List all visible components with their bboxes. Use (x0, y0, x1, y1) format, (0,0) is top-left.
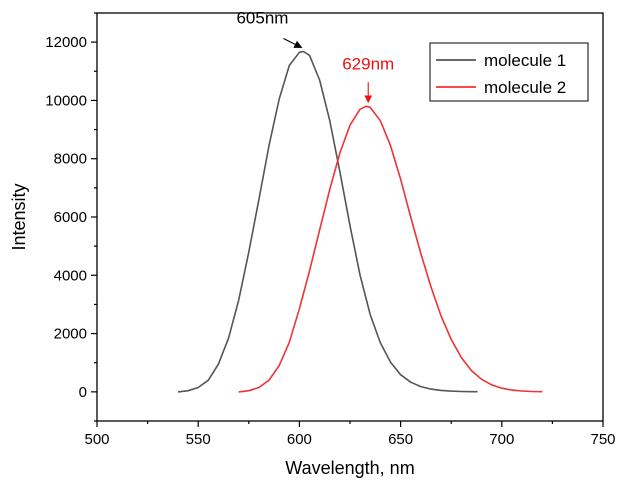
annotation-label-629nm: 629nm (342, 54, 394, 73)
legend: molecule 1 molecule 2 (429, 42, 589, 102)
y-tick-label: 12000 (45, 34, 87, 51)
y-tick-label: 2000 (54, 326, 87, 343)
y-tick-label: 6000 (54, 209, 87, 226)
x-tick-label: 650 (388, 431, 413, 448)
y-tick-label: 0 (79, 384, 87, 401)
annotation-label-605nm: 605nm (236, 8, 288, 27)
y-tick-label: 4000 (54, 267, 87, 284)
y-axis-ticks: 0 2000 4000 6000 8000 10000 12000 (45, 12, 97, 422)
series-line-molecule-1 (177, 50, 478, 393)
series-layer (177, 50, 543, 393)
legend-box (429, 42, 589, 102)
legend-label-molecule-2: molecule 2 (484, 78, 566, 97)
annotations: 605nm 629nm (236, 8, 394, 104)
annotation-arrow-605nm (283, 37, 303, 48)
x-tick-label: 550 (186, 431, 211, 448)
x-tick-label: 600 (287, 431, 312, 448)
x-tick-label: 500 (84, 431, 109, 448)
legend-label-molecule-1: molecule 1 (484, 51, 566, 70)
x-tick-label: 700 (489, 431, 514, 448)
y-tick-label: 10000 (45, 92, 87, 109)
x-axis-title: Wavelength, nm (285, 458, 414, 478)
y-axis-title: Intensity (9, 183, 29, 250)
y-tick-label: 8000 (54, 151, 87, 168)
series-line-molecule-2 (238, 105, 543, 393)
x-tick-label: 750 (590, 431, 615, 448)
x-axis-ticks: 500 550 600 650 700 750 (84, 421, 616, 448)
